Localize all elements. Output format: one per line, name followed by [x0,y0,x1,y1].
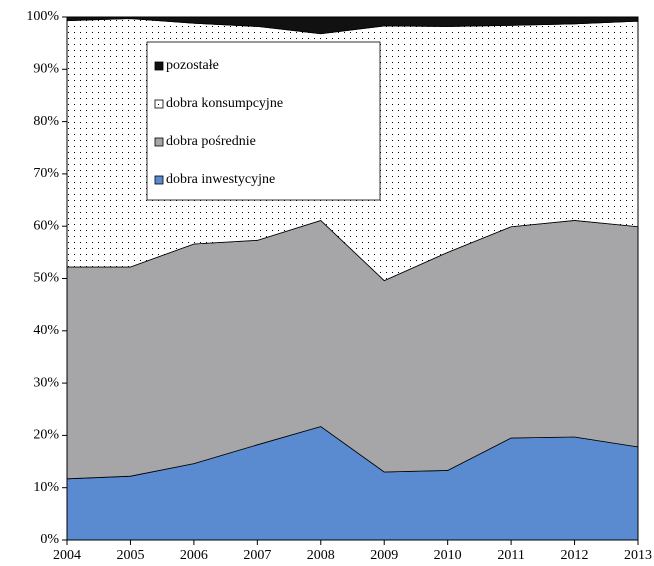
legend-swatch [154,99,164,109]
legend-label: dobra konsumpcyjne [166,96,283,111]
legend: pozostałe dobra konsumpcyjne dobra pośredn… [146,41,381,201]
x-tick-label: 2007 [243,548,271,563]
legend-swatch [154,175,164,185]
legend-swatch [154,137,164,147]
y-tick-label: 40% [33,323,59,338]
legend-box [146,41,381,201]
legend-label: dobra inwestycyjne [166,172,275,187]
y-tick-label: 70% [33,166,59,181]
x-tick-label: 2010 [434,548,462,563]
x-tick-label: 2012 [561,548,589,563]
x-tick-label: 2013 [624,548,652,563]
x-tick-label: 2004 [53,548,81,563]
x-tick-label: 2008 [307,548,335,563]
y-tick-label: 20% [33,428,59,443]
x-tick-label: 2006 [180,548,208,563]
legend-swatch [154,61,164,71]
x-tick-label: 2005 [116,548,144,563]
y-tick-label: 30% [33,375,59,390]
y-tick-label: 10% [33,480,59,495]
y-tick-label: 80% [33,114,59,129]
y-tick-label: 50% [33,271,59,286]
x-tick-label: 2011 [497,548,524,563]
y-tick-label: 90% [33,62,59,77]
y-tick-label: 60% [33,218,59,233]
x-tick-label: 2009 [370,548,398,563]
y-tick-label: 100% [26,9,59,24]
legend-label: dobra pośrednie [166,134,256,149]
legend-label: pozostałe [166,58,219,73]
y-tick-label: 0% [40,532,59,547]
